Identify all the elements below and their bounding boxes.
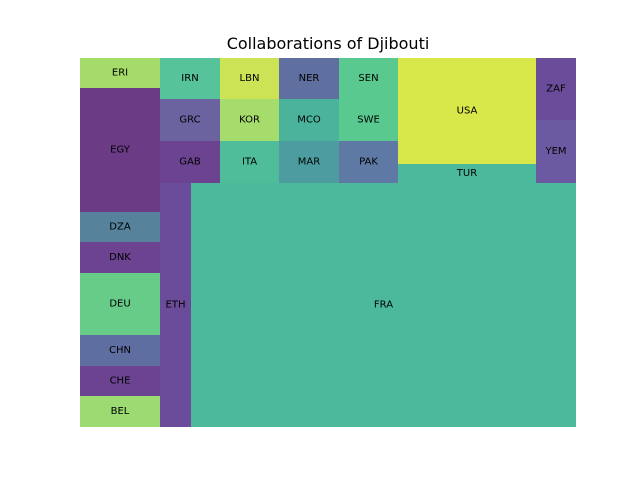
treemap-cell-sen (339, 58, 398, 99)
treemap-cell-irn (160, 58, 220, 99)
treemap-label-ner: NER (299, 73, 320, 84)
treemap-cells: ERI EGY DZA DNK DEU CHN CHE BEL ETH IRN GRC GAB LBN K… (80, 58, 576, 427)
treemap-cell-swe (339, 99, 398, 141)
treemap-cell-mco (279, 99, 339, 141)
treemap-cell-dnk (80, 242, 160, 273)
treemap-cell-kor (220, 99, 279, 141)
treemap-cell-yem (536, 120, 576, 183)
treemap-cell-eri (80, 58, 160, 88)
treemap-label-irn: IRN (181, 73, 198, 84)
treemap-label-grc: GRC (179, 115, 200, 126)
treemap-cell-che (80, 366, 160, 396)
treemap-cell-usa (398, 58, 536, 164)
treemap-label-egy: EGY (110, 145, 131, 156)
treemap-cell-dza (80, 212, 160, 242)
treemap-label-ita: ITA (242, 157, 257, 168)
treemap-label-bel: BEL (111, 406, 130, 417)
treemap-label-lbn: LBN (240, 73, 260, 84)
treemap-cell-pak (339, 141, 398, 183)
treemap-cell-ner (279, 58, 339, 99)
treemap-label-zaf: ZAF (546, 84, 566, 95)
treemap-cell-chn (80, 335, 160, 366)
treemap-cell-ita (220, 141, 279, 183)
treemap-label-deu: DEU (109, 299, 130, 310)
treemap-label-eri: ERI (112, 68, 128, 79)
treemap-label-fra: FRA (374, 300, 393, 311)
treemap-label-chn: CHN (109, 345, 131, 356)
treemap-label-pak: PAK (359, 157, 378, 168)
treemap-label-dza: DZA (109, 222, 131, 233)
treemap-label-swe: SWE (357, 115, 380, 126)
treemap-cell-grc (160, 99, 220, 141)
treemap-cell-mar (279, 141, 339, 183)
treemap-cell-gab (160, 141, 220, 183)
treemap-label-mar: MAR (298, 157, 320, 168)
treemap-cell-zaf (536, 58, 576, 120)
treemap-label-dnk: DNK (109, 252, 131, 263)
treemap-cell-lbn (220, 58, 279, 99)
treemap-label-mco: MCO (297, 115, 321, 126)
chart-title: Collaborations of Djibouti (227, 34, 430, 53)
treemap-cell-tur (398, 164, 536, 183)
treemap-cell-fra (191, 183, 576, 427)
treemap-cell-eth (160, 183, 191, 427)
treemap-label-gab: GAB (179, 157, 201, 168)
treemap-label-kor: KOR (239, 115, 260, 126)
treemap-label-che: CHE (110, 376, 131, 387)
treemap-label-sen: SEN (358, 73, 378, 84)
treemap-cell-bel (80, 396, 160, 427)
treemap-label-usa: USA (457, 106, 478, 117)
treemap-label-yem: YEM (544, 146, 566, 157)
treemap-cell-egy (80, 88, 160, 212)
treemap-cell-deu (80, 273, 160, 335)
treemap-label-tur: TUR (456, 168, 477, 179)
treemap-label-eth: ETH (166, 300, 186, 311)
